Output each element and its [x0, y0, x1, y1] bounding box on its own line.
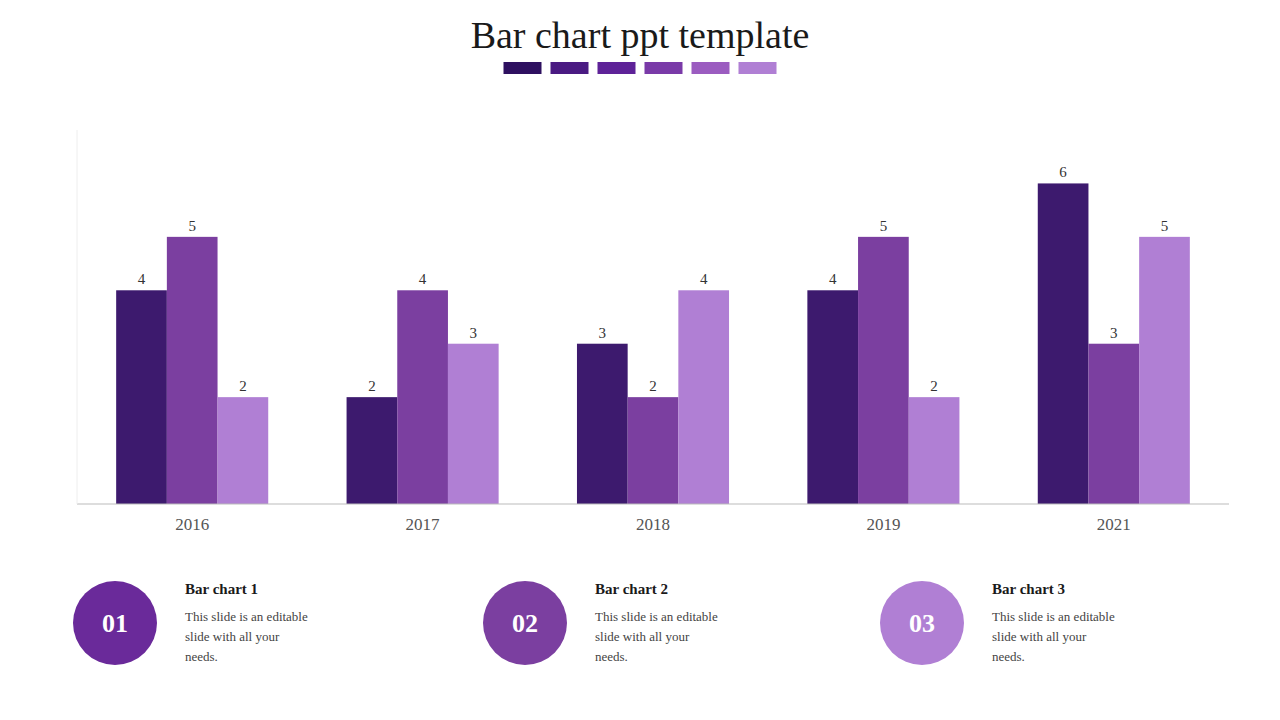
decoration	[504, 62, 542, 74]
decoration	[551, 62, 589, 74]
bar	[807, 290, 858, 504]
x-axis	[77, 504, 1229, 505]
legend-text: This slide is an editableslide with all …	[992, 609, 1115, 664]
legend-badge	[73, 581, 157, 665]
legend-label: Bar chart 1	[185, 581, 258, 597]
data-label: 2	[649, 378, 657, 394]
title: Bar chart ppt template	[471, 14, 810, 56]
x-tick-label: 2016	[175, 515, 209, 534]
legend-badge	[483, 581, 567, 665]
bar	[1088, 344, 1139, 504]
bar	[858, 237, 909, 504]
data-label: 4	[419, 271, 427, 287]
data-label: 6	[1059, 164, 1067, 180]
bar	[909, 397, 960, 504]
data-label: 5	[188, 218, 196, 234]
data-labels: 4 2 3 4 6 5 4 2 5 3 2 3 4 2 5	[138, 164, 1168, 394]
legend-number: 01	[102, 609, 128, 638]
legend-text: This slide is an editableslide with all …	[185, 609, 308, 664]
data-label: 2	[930, 378, 938, 394]
bar	[678, 290, 729, 504]
bar	[167, 237, 218, 504]
bar	[347, 397, 398, 504]
bar	[628, 397, 679, 504]
data-label: 2	[239, 378, 247, 394]
bar	[1038, 183, 1089, 504]
legend-number: 02	[512, 609, 538, 638]
decoration	[598, 62, 636, 74]
data-label: 2	[368, 378, 376, 394]
data-label: 5	[880, 218, 888, 234]
x-tick-label: 2017	[406, 515, 441, 534]
chart: Bar chart ppt template 4 2 3 4 6 5 4 2 5 3 2 3 4 2 5 201…	[0, 0, 1280, 720]
bars	[116, 183, 1190, 504]
x-tick-label: 2018	[636, 515, 670, 534]
bar	[218, 397, 269, 504]
x-tick-label: 2019	[866, 515, 900, 534]
decoration	[692, 62, 730, 74]
y-axis	[77, 130, 78, 504]
legend-badge	[880, 581, 964, 665]
decoration	[739, 62, 777, 74]
bar	[1139, 237, 1190, 504]
bar	[577, 344, 628, 504]
data-label: 4	[138, 271, 146, 287]
x-tick-label: 2021	[1097, 515, 1131, 534]
bar	[116, 290, 167, 504]
data-label: 4	[700, 271, 708, 287]
legend: 01 Bar chart 1 This slide is an editablesl…	[73, 581, 1115, 665]
background	[0, 0, 1280, 720]
bar	[448, 344, 499, 504]
data-label: 3	[470, 325, 478, 341]
legend-label: Bar chart 3	[992, 581, 1065, 597]
data-label: 5	[1161, 218, 1169, 234]
data-label: 4	[829, 271, 837, 287]
legend-label: Bar chart 2	[595, 581, 668, 597]
decoration	[645, 62, 683, 74]
legend-text: This slide is an editableslide with all …	[595, 609, 718, 664]
data-label: 3	[599, 325, 607, 341]
legend-number: 03	[909, 609, 935, 638]
bar	[397, 290, 448, 504]
data-label: 3	[1110, 325, 1118, 341]
